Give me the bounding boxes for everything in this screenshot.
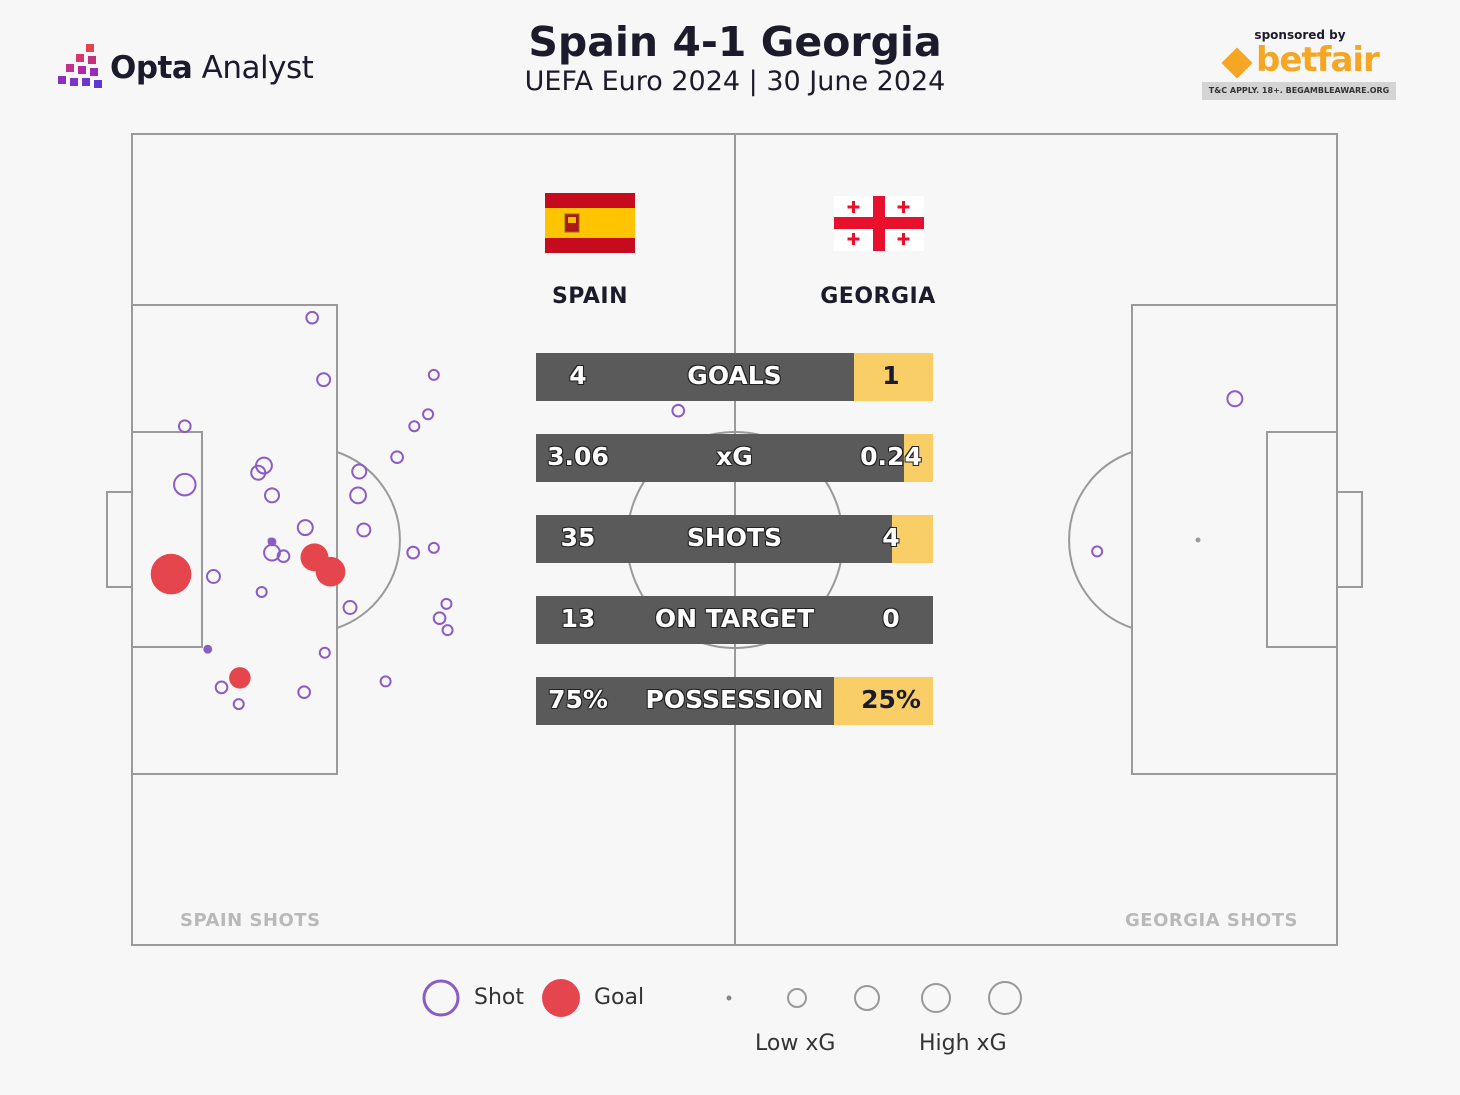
stat-home-value: 13 [560, 604, 596, 633]
away-shots-label: GEORGIA SHOTS [1125, 910, 1298, 931]
legend-xg-size-icon [988, 981, 1022, 1015]
stat-label: ON TARGET [654, 604, 815, 633]
stat-row: 35 SHOTS 4 [536, 515, 933, 563]
stat-home-value: 3.06 [547, 442, 609, 471]
shot-marker [276, 549, 291, 564]
stat-away-value: 25% [861, 685, 921, 714]
shots-layer [150, 310, 1244, 711]
stat-away-value: 4 [882, 523, 900, 552]
shot-marker [427, 368, 440, 381]
stat-away-bar [833, 677, 933, 725]
home-team-name: SPAIN [551, 284, 629, 309]
georgia-flag-icon [834, 196, 924, 251]
legend-shot-icon [422, 979, 460, 1017]
away-team-name: GEORGIA [820, 284, 936, 309]
home-shots-label: SPAIN SHOTS [180, 910, 321, 931]
stat-row: 13 ON TARGET 0 [536, 596, 933, 644]
page-title: Spain 4-1 Georgia [528, 18, 942, 66]
shot-marker [177, 419, 192, 434]
stat-row: 75% POSSESSION 25% [536, 677, 933, 725]
opta-logo-icon [58, 44, 102, 88]
stat-away-bar [904, 434, 933, 482]
sponsor-block: sponsored by betfair T&C APPLY. 18+. BEG… [1200, 28, 1400, 102]
page-subtitle: UEFA Euro 2024 | 30 June 2024 [524, 66, 946, 97]
shot-marker [408, 420, 421, 433]
shot-marker [203, 644, 213, 654]
stat-home-value: 4 [569, 361, 587, 390]
legend-high-xg-label: High xG [919, 1031, 1007, 1056]
stat-away-value: 1 [882, 361, 900, 390]
stat-label: SHOTS [686, 523, 783, 552]
shot-marker [342, 600, 358, 615]
shot-marker [1226, 390, 1244, 408]
shot-marker [671, 403, 686, 418]
shot-marker [427, 541, 440, 554]
shot-marker [296, 519, 314, 537]
left-goal [106, 491, 133, 588]
legend-shot-label: Shot [474, 985, 524, 1010]
legend-layer [422, 979, 1022, 1017]
stat-row: 4 GOALS 1 [536, 353, 933, 401]
shot-marker [406, 545, 420, 560]
shot-marker [422, 408, 435, 421]
shot-marker [305, 310, 320, 325]
shot-marker [356, 522, 372, 538]
legend-xg-size-icon [854, 985, 880, 1011]
sponsor-brand: betfair [1256, 40, 1380, 80]
left-six-yard-box [131, 431, 203, 648]
stat-away-bar [853, 353, 933, 401]
shot-marker [232, 698, 245, 711]
legend-xg-size-icon [787, 988, 807, 1008]
stat-home-value: 35 [560, 523, 596, 552]
shot-marker [255, 585, 268, 598]
shot-marker [1091, 545, 1104, 558]
legend-xg-size-icon [726, 995, 732, 1001]
shot-marker [441, 624, 454, 637]
shot-marker [390, 450, 404, 465]
right-goal [1336, 491, 1363, 588]
shot-marker [206, 569, 221, 584]
stat-away-bar [892, 515, 933, 563]
shot-marker [250, 464, 267, 481]
sponsor-disclaimer: T&C APPLY. 18+. BEGAMBLEAWARE.ORG [1202, 82, 1396, 100]
stat-home-value: 75% [548, 685, 608, 714]
legend-goal-icon [542, 979, 580, 1017]
legend-xg-size-icon [921, 983, 951, 1013]
spain-flag-icon [545, 193, 635, 253]
shot-marker [379, 675, 392, 688]
stat-row: 3.06 xG 0.24 [536, 434, 933, 482]
stat-label: GOALS [687, 361, 782, 390]
shot-marker [214, 680, 229, 695]
legend-goal-label: Goal [594, 985, 645, 1010]
goal-marker [150, 553, 192, 595]
shot-marker [173, 472, 197, 497]
logo-text: Opta Analyst [110, 50, 314, 86]
goal-marker [229, 667, 251, 689]
stat-away-value: 0.24 [860, 442, 922, 471]
stat-away-value: 0 [882, 604, 900, 633]
right-six-yard-box [1266, 431, 1338, 648]
goal-marker [315, 556, 346, 587]
shot-marker [440, 597, 453, 610]
sponsor-label: sponsored by [1254, 28, 1346, 42]
shot-marker [264, 487, 281, 504]
shot-marker [349, 486, 367, 505]
stat-label: xG [716, 442, 753, 471]
right-penalty-arc [1068, 451, 1133, 629]
stat-label: POSSESSION [645, 685, 824, 714]
shot-marker [318, 646, 331, 659]
opta-analyst-logo: Opta Analyst [58, 44, 318, 94]
shot-marker [432, 611, 447, 626]
shot-marker [316, 372, 332, 388]
legend-low-xg-label: Low xG [755, 1031, 836, 1056]
right-penalty-box [1131, 304, 1338, 775]
shot-marker [297, 685, 311, 699]
right-penalty-spot [1195, 537, 1201, 543]
shot-marker [351, 463, 368, 480]
